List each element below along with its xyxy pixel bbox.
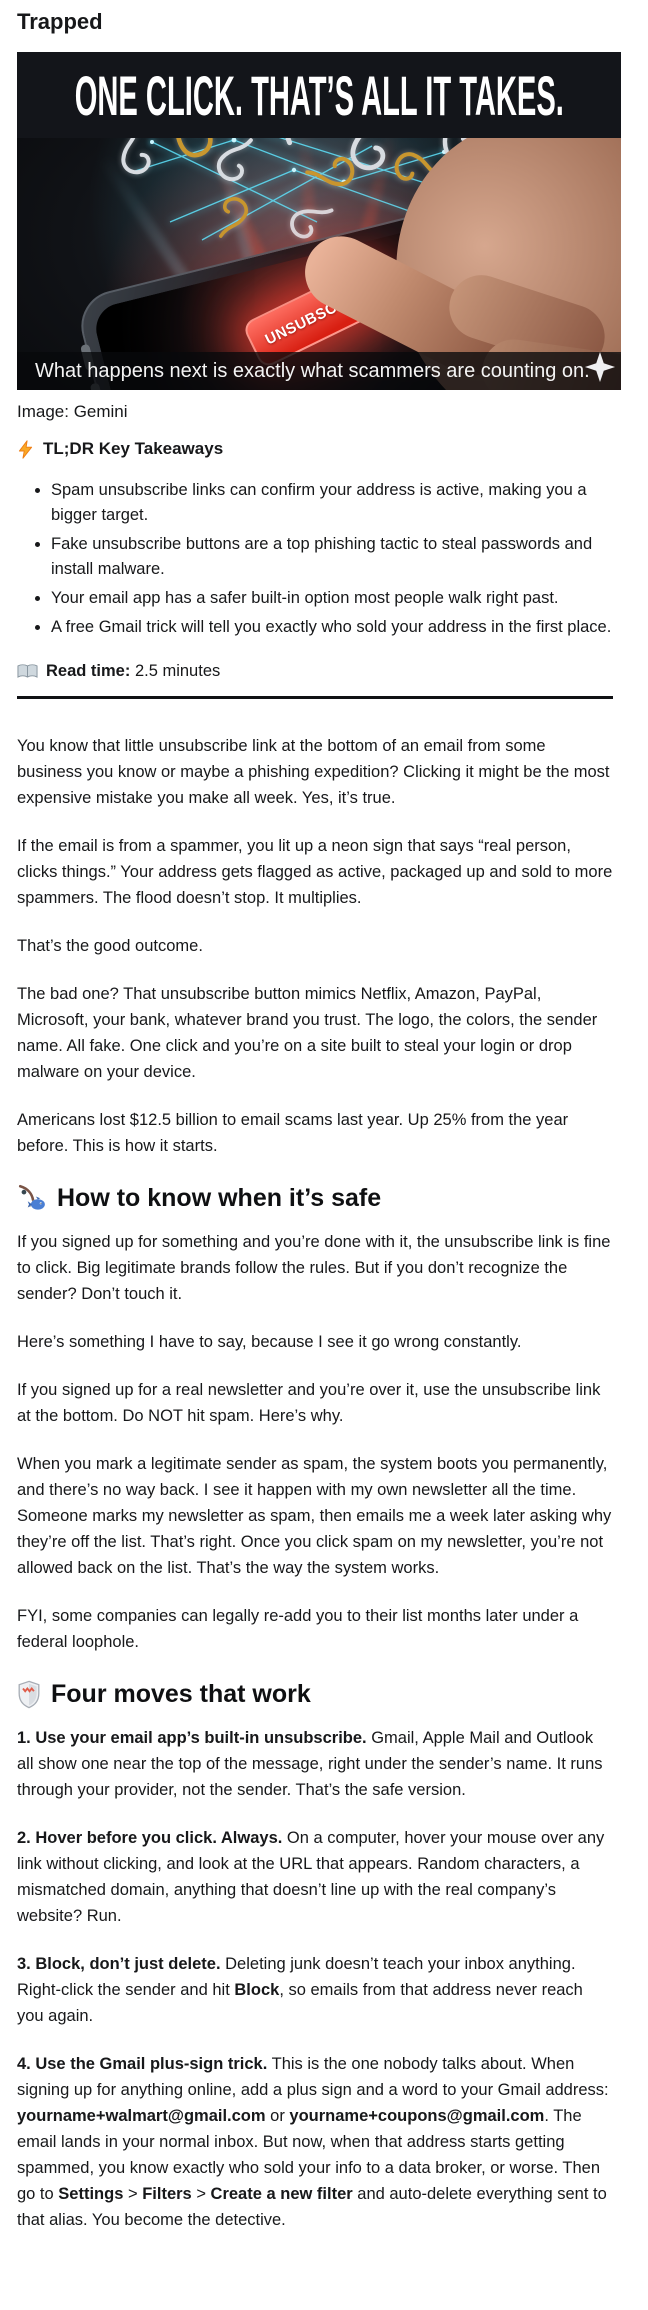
tldr-heading: TL;DR Key Takeaways	[17, 436, 613, 462]
hero-headline-band: ONE CLICK. THAT’S ALL IT TAKES.	[17, 52, 621, 138]
read-time-text: Read time: 2.5 minutes	[46, 658, 220, 684]
read-time-label: Read time:	[46, 662, 131, 680]
section-heading-label: How to know when it’s safe	[57, 1184, 382, 1212]
image-credit: Image: Gemini	[17, 402, 128, 421]
article: Trapped	[17, 0, 621, 2233]
hero-image: UNSUBSCRIBE ONE CLICK. THAT’S ALL IT TAK…	[17, 52, 621, 390]
open-book-icon	[17, 663, 38, 680]
tldr-heading-label: TL;DR Key Takeaways	[43, 439, 224, 458]
list-item: A free Gmail trick will tell you exactly…	[51, 615, 613, 640]
paragraph: 2. Hover before you click. Always. On a …	[17, 1829, 605, 1925]
page-title: Trapped	[17, 9, 103, 34]
tldr-list: Spam unsubscribe links can confirm your …	[17, 478, 613, 640]
paragraph: If you signed up for something and you’r…	[17, 1233, 611, 1303]
read-time-value: 2.5 minutes	[134, 662, 221, 680]
paragraph: You know that little unsubscribe link at…	[17, 737, 610, 807]
list-item: Fake unsubscribe buttons are a top phish…	[51, 532, 613, 582]
hero-caption-band: What happens next is exactly what scamme…	[17, 352, 621, 390]
section-heading-label: Four moves that work	[51, 1680, 311, 1708]
paragraph: 1. Use your email app’s built-in unsubsc…	[17, 1729, 603, 1799]
paragraph: The bad one? That unsubscribe button mim…	[17, 985, 598, 1081]
paragraph: 4. Use the Gmail plus-sign trick. This i…	[17, 2055, 609, 2229]
divider	[17, 696, 613, 699]
paragraph: If the email is from a spammer, you lit …	[17, 837, 613, 907]
section-heading-safe: How to know when it’s safe	[17, 1181, 613, 1215]
lightning-icon	[17, 439, 34, 459]
hero-headline: ONE CLICK. THAT’S ALL IT TAKES.	[74, 63, 564, 127]
fishing-pole-icon	[17, 1184, 47, 1212]
fish-hooks-hologram	[118, 110, 492, 242]
sparkle-icon	[584, 351, 616, 383]
paragraph: Here’s something I have to say, because …	[17, 1333, 522, 1351]
hero-caption: What happens next is exactly what scamme…	[35, 360, 590, 382]
paragraph: That’s the good outcome.	[17, 937, 203, 955]
paragraph: When you mark a legitimate sender as spa…	[17, 1455, 612, 1577]
list-item: Your email app has a safer built-in opti…	[51, 586, 613, 611]
list-item: Spam unsubscribe links can confirm your …	[51, 478, 613, 528]
paragraph: 3. Block, don’t just delete. Deleting ju…	[17, 1955, 583, 2025]
shield-icon	[17, 1680, 41, 1709]
paragraph: Americans lost $12.5 billion to email sc…	[17, 1111, 569, 1155]
paragraph: If you signed up for a real newsletter a…	[17, 1381, 601, 1425]
read-time: Read time: 2.5 minutes	[17, 658, 613, 684]
section-heading-moves: Four moves that work	[17, 1677, 613, 1711]
paragraph: FYI, some companies can legally re-add y…	[17, 1607, 579, 1651]
